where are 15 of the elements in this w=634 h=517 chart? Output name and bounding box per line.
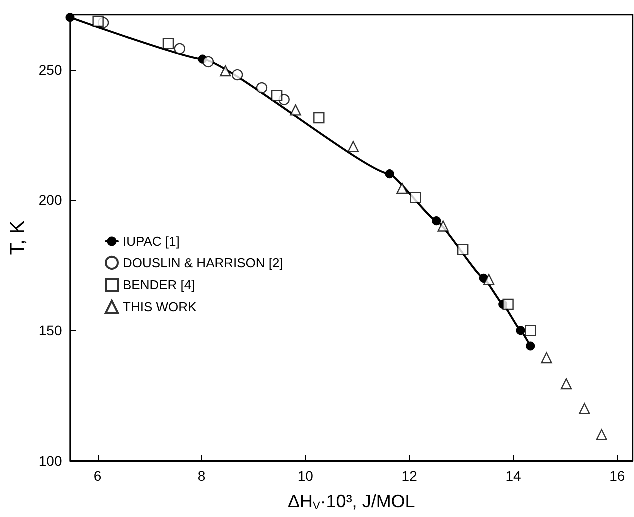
y-tick-label: 150 <box>38 322 62 339</box>
x-tick-label: 6 <box>94 468 102 484</box>
legend-label: THIS WORK <box>123 300 197 314</box>
legend-label: BENDER [4] <box>123 278 196 292</box>
x-tick-label: 10 <box>298 468 314 484</box>
y-tick-label: 250 <box>38 62 62 78</box>
x-tick-label: 14 <box>506 468 522 484</box>
x-tick-label: 8 <box>198 468 206 484</box>
x-tick-label: 16 <box>610 468 626 484</box>
legend-label: IUPAC [1] <box>123 234 180 249</box>
y-tick-label: 100 <box>38 453 62 469</box>
y-tick-label: 200 <box>38 192 62 208</box>
y-axis-title: T, K <box>7 220 29 256</box>
x-tick-label: 12 <box>402 468 418 484</box>
legend-label: DOUSLIN & HARRISON [2] <box>123 256 284 270</box>
